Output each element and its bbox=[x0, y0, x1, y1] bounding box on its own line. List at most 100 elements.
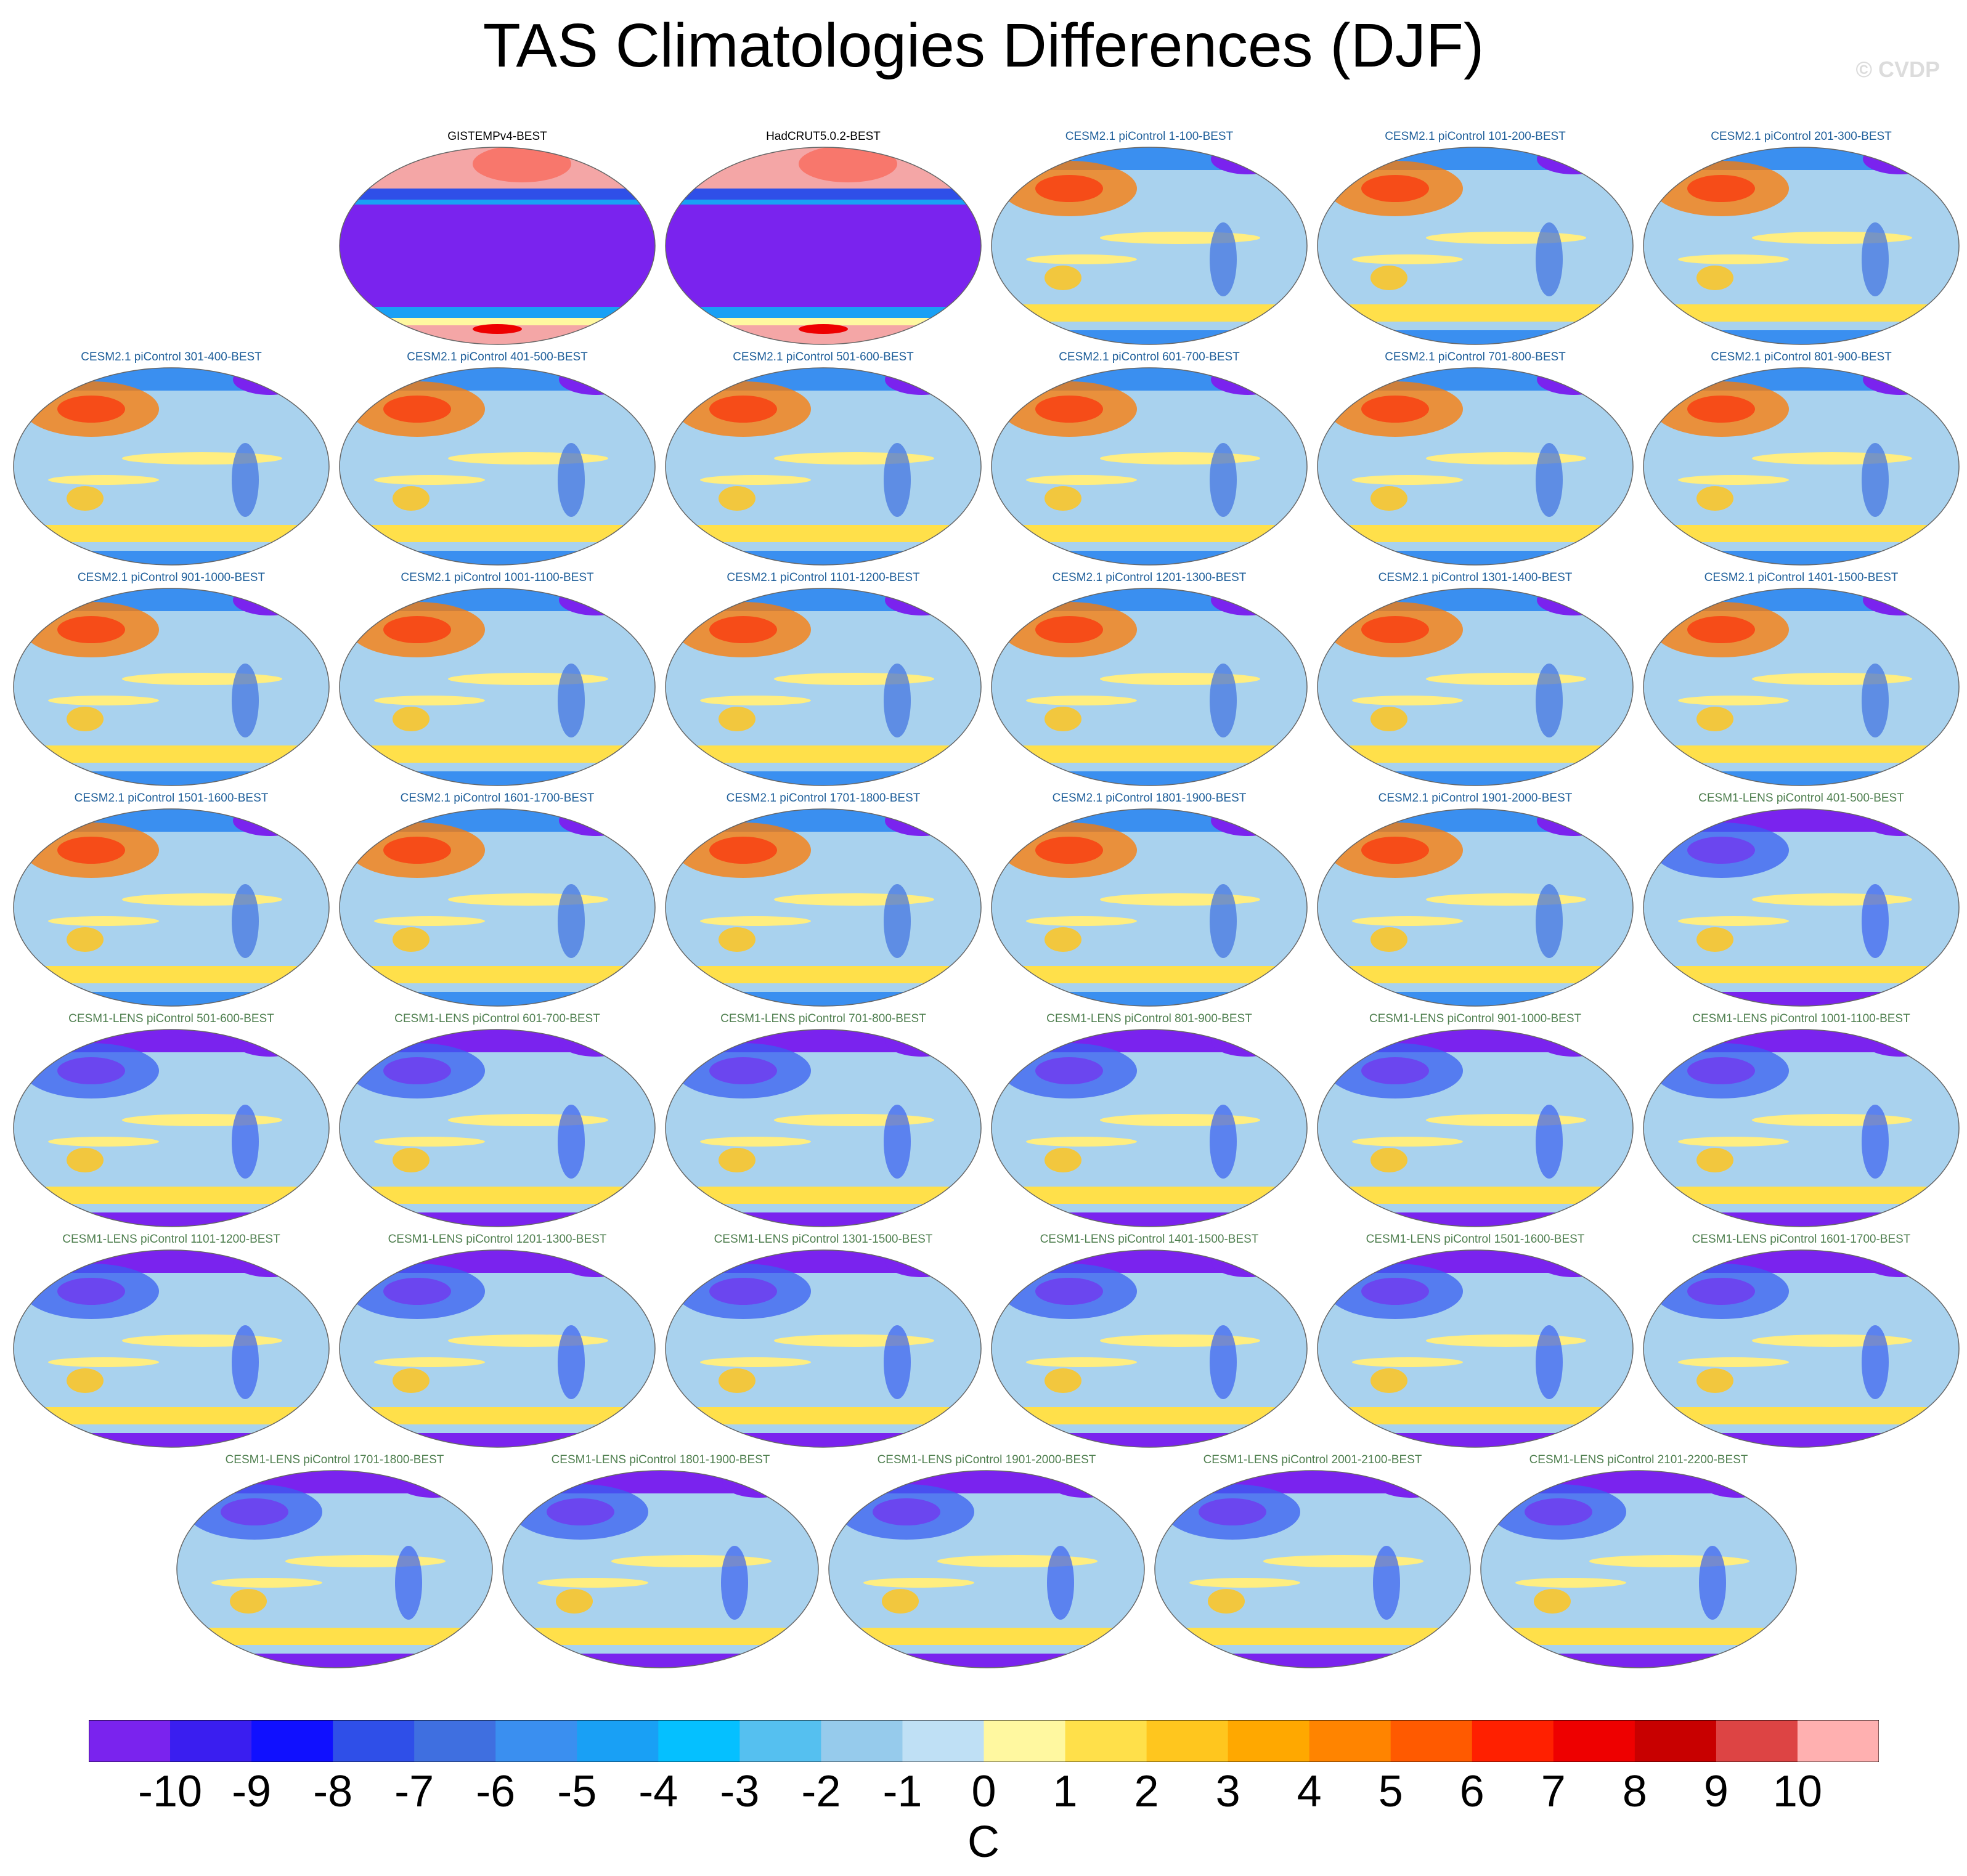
colorbar-tick-label: 8 bbox=[1622, 1767, 1647, 1816]
world-map bbox=[1317, 1029, 1634, 1227]
panel-title: CESM2.1 piControl 301-400-BEST bbox=[81, 351, 262, 363]
map-panel: CESM2.1 piControl 1001-1100-BEST bbox=[335, 571, 660, 790]
colorbar-tick-label: 10 bbox=[1772, 1767, 1822, 1816]
world-map bbox=[665, 1249, 982, 1448]
world-map bbox=[665, 147, 982, 345]
panel-title: CESM2.1 piControl 1-100-BEST bbox=[1065, 130, 1234, 143]
colorbar-swatch bbox=[89, 1720, 171, 1762]
map-panel: CESM2.1 piControl 801-900-BEST bbox=[1639, 350, 1964, 570]
panel-title: CESM2.1 piControl 1501-1600-BEST bbox=[74, 792, 269, 805]
world-map bbox=[665, 367, 982, 566]
colorbar-tick-label: -6 bbox=[476, 1767, 516, 1816]
map-panel: CESM2.1 piControl 201-300-BEST bbox=[1639, 129, 1964, 349]
panel-title: CESM2.1 piControl 801-900-BEST bbox=[1711, 351, 1892, 363]
world-map bbox=[176, 1470, 493, 1668]
panel-title: CESM1-LENS piControl 401-500-BEST bbox=[1698, 792, 1904, 805]
map-panel: CESM2.1 piControl 301-400-BEST bbox=[9, 350, 334, 570]
map-panel: CESM1-LENS piControl 1501-1600-BEST bbox=[1313, 1232, 1638, 1452]
colorbar-swatch bbox=[1146, 1720, 1229, 1762]
panel-title: CESM2.1 piControl 401-500-BEST bbox=[407, 351, 588, 363]
colorbar-swatch bbox=[1716, 1720, 1798, 1762]
panel-title: CESM2.1 piControl 1601-1700-BEST bbox=[400, 792, 595, 805]
colorbar-tick-label: -10 bbox=[138, 1767, 203, 1816]
map-panel: HadCRUT5.0.2-BEST bbox=[661, 129, 986, 349]
world-map bbox=[1317, 147, 1634, 345]
colorbar-swatch bbox=[414, 1720, 496, 1762]
colorbar-tick-label: -4 bbox=[638, 1767, 678, 1816]
world-map bbox=[991, 1029, 1308, 1227]
colorbar-tick-label: -8 bbox=[313, 1767, 353, 1816]
world-map bbox=[1643, 1029, 1960, 1227]
colorbar-tick-label: 4 bbox=[1297, 1767, 1322, 1816]
map-panel: CESM2.1 piControl 501-600-BEST bbox=[661, 350, 986, 570]
panel-title: CESM2.1 piControl 1301-1400-BEST bbox=[1378, 571, 1573, 584]
world-map bbox=[1643, 147, 1960, 345]
world-map bbox=[13, 808, 330, 1007]
panel-title: CESM1-LENS piControl 1201-1300-BEST bbox=[388, 1233, 607, 1246]
world-map bbox=[1480, 1470, 1797, 1668]
colorbar-swatch bbox=[658, 1720, 740, 1762]
panel-title: CESM1-LENS piControl 1301-1500-BEST bbox=[714, 1233, 933, 1246]
panel-title: CESM1-LENS piControl 601-700-BEST bbox=[394, 1012, 600, 1025]
world-map bbox=[339, 588, 656, 786]
panel-title: CESM1-LENS piControl 1001-1100-BEST bbox=[1692, 1012, 1910, 1025]
panel-title: CESM1-LENS piControl 1701-1800-BEST bbox=[225, 1453, 444, 1466]
map-panel: CESM1-LENS piControl 401-500-BEST bbox=[1639, 791, 1964, 1011]
map-panel: CESM2.1 piControl 1301-1400-BEST bbox=[1313, 571, 1638, 790]
map-panel: CESM2.1 piControl 701-800-BEST bbox=[1313, 350, 1638, 570]
map-panel: CESM1-LENS piControl 1401-1500-BEST bbox=[987, 1232, 1312, 1452]
map-panel: CESM1-LENS piControl 1801-1900-BEST bbox=[498, 1453, 823, 1673]
map-panel: CESM1-LENS piControl 2001-2100-BEST bbox=[1150, 1453, 1475, 1673]
map-panel: CESM1-LENS piControl 501-600-BEST bbox=[9, 1012, 334, 1232]
colorbar-swatch bbox=[495, 1720, 577, 1762]
colorbar-swatch bbox=[1065, 1720, 1147, 1762]
world-map bbox=[339, 1249, 656, 1448]
world-map bbox=[502, 1470, 819, 1668]
panel-title: CESM1-LENS piControl 901-1000-BEST bbox=[1369, 1012, 1582, 1025]
colorbar-tick-label: -5 bbox=[557, 1767, 597, 1816]
world-map bbox=[1643, 588, 1960, 786]
colorbar-swatch bbox=[1553, 1720, 1635, 1762]
world-map bbox=[991, 1249, 1308, 1448]
map-panel: CESM1-LENS piControl 601-700-BEST bbox=[335, 1012, 660, 1232]
colorbar-unit-label: C bbox=[967, 1817, 1000, 1867]
map-panel: CESM2.1 piControl 1101-1200-BEST bbox=[661, 571, 986, 790]
map-panel: CESM1-LENS piControl 2101-2200-BEST bbox=[1476, 1453, 1801, 1673]
colorbar-tick-label: -7 bbox=[394, 1767, 434, 1816]
world-map bbox=[1643, 808, 1960, 1007]
panel-title: CESM2.1 piControl 501-600-BEST bbox=[733, 351, 914, 363]
map-panel: CESM1-LENS piControl 901-1000-BEST bbox=[1313, 1012, 1638, 1232]
map-panel: CESM2.1 piControl 1601-1700-BEST bbox=[335, 791, 660, 1011]
map-panel: CESM1-LENS piControl 1601-1700-BEST bbox=[1639, 1232, 1964, 1452]
map-panel: CESM2.1 piControl 1201-1300-BEST bbox=[987, 571, 1312, 790]
colorbar-tick-label: 0 bbox=[971, 1767, 996, 1816]
panel-title: CESM1-LENS piControl 1101-1200-BEST bbox=[62, 1233, 280, 1246]
map-panel: CESM1-LENS piControl 1001-1100-BEST bbox=[1639, 1012, 1964, 1232]
colorbar-swatch bbox=[170, 1720, 252, 1762]
world-map bbox=[665, 1029, 982, 1227]
colorbar-swatch bbox=[821, 1720, 903, 1762]
world-map bbox=[13, 1029, 330, 1227]
panel-title: CESM2.1 piControl 1001-1100-BEST bbox=[401, 571, 594, 584]
colorbar-tick-label: -2 bbox=[801, 1767, 841, 1816]
world-map bbox=[339, 1029, 656, 1227]
world-map bbox=[339, 147, 656, 345]
panel-title: CESM2.1 piControl 1901-2000-BEST bbox=[1378, 792, 1573, 805]
map-panel: CESM2.1 piControl 901-1000-BEST bbox=[9, 571, 334, 790]
world-map bbox=[1317, 367, 1634, 566]
world-map bbox=[1643, 1249, 1960, 1448]
colorbar-swatch bbox=[739, 1720, 821, 1762]
panel-title: CESM1-LENS piControl 1901-2000-BEST bbox=[877, 1453, 1096, 1466]
colorbar-swatch bbox=[1228, 1720, 1310, 1762]
panel-title: CESM1-LENS piControl 701-800-BEST bbox=[720, 1012, 926, 1025]
colorbar-swatch bbox=[333, 1720, 415, 1762]
map-panel: CESM2.1 piControl 1501-1600-BEST bbox=[9, 791, 334, 1011]
panel-title: CESM1-LENS piControl 1501-1600-BEST bbox=[1366, 1233, 1585, 1246]
colorbar-swatch bbox=[251, 1720, 333, 1762]
map-panel: CESM1-LENS piControl 1301-1500-BEST bbox=[661, 1232, 986, 1452]
panel-title: HadCRUT5.0.2-BEST bbox=[766, 130, 881, 143]
panel-title: CESM2.1 piControl 1101-1200-BEST bbox=[727, 571, 920, 584]
panel-title: CESM1-LENS piControl 1801-1900-BEST bbox=[551, 1453, 770, 1466]
colorbar-swatch bbox=[1797, 1720, 1879, 1762]
colorbar-swatch bbox=[1634, 1720, 1717, 1762]
